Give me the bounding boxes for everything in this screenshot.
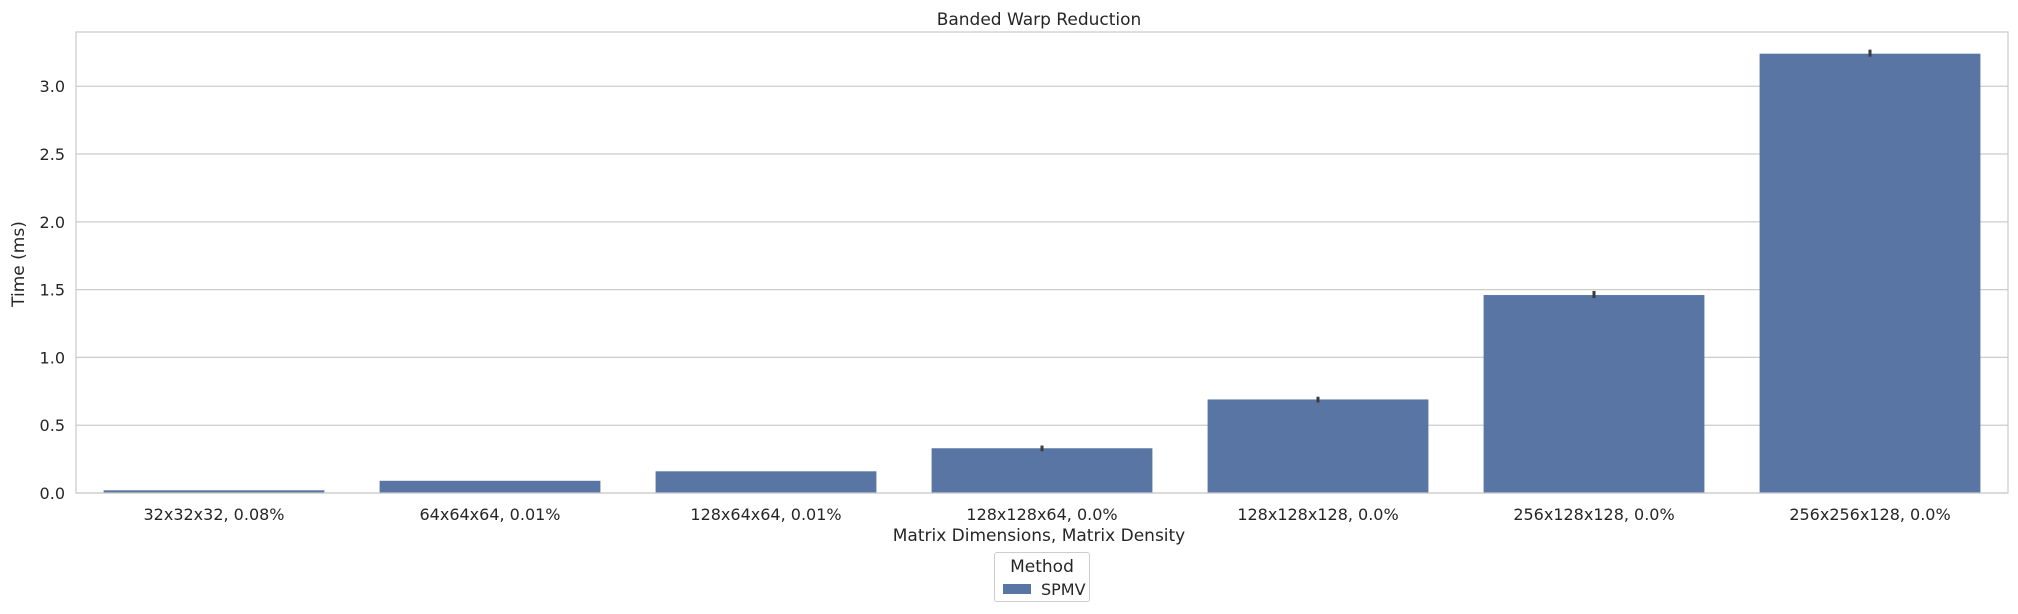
y-tick-label: 0.0 [40,484,65,503]
error-bars-group [1040,49,1872,452]
legend-label: SPMV [1041,579,1086,599]
bar [655,471,877,493]
grid-lines [76,85,2008,494]
bars-group [103,53,1981,493]
legend-title: Method [1010,557,1074,577]
bar [103,490,325,493]
x-tick-label: 256x128x128, 0.0% [1513,505,1674,524]
bar [379,480,601,493]
x-tick-label: 128x64x64, 0.01% [690,505,841,524]
y-tick-label: 1.5 [40,281,65,300]
x-tick-label: 32x32x32, 0.08% [143,505,284,524]
bar [1759,53,1981,493]
legend-swatch [1003,584,1031,594]
y-axis-label: Time (ms) [9,221,29,308]
legend: Method SPMV [994,552,1090,602]
plot-frame [75,31,2009,494]
y-tick-label: 1.0 [40,348,65,367]
y-tick-label: 0.5 [40,416,65,435]
x-tick-label: 128x128x64, 0.0% [966,505,1117,524]
y-tick-labels: 0.0 0.5 1.0 1.5 2.0 2.5 3.0 [40,77,65,503]
y-tick-label: 3.0 [40,77,65,96]
x-tick-label: 64x64x64, 0.01% [419,505,560,524]
bar [931,448,1153,493]
x-axis-label: Matrix Dimensions, Matrix Density [893,526,1186,546]
chart-title: Banded Warp Reduction [937,10,1142,30]
x-tick-label: 128x128x128, 0.0% [1237,505,1398,524]
bar [1207,399,1429,493]
y-tick-label: 2.0 [40,213,65,232]
bar [1483,295,1705,493]
x-tick-label: 256x256x128, 0.0% [1789,505,1950,524]
x-tick-labels: 32x32x32, 0.08% 64x64x64, 0.01% 128x64x64,… [143,505,1950,524]
y-tick-label: 2.5 [40,145,65,164]
legend-item-spmv: SPMV [1003,579,1086,599]
